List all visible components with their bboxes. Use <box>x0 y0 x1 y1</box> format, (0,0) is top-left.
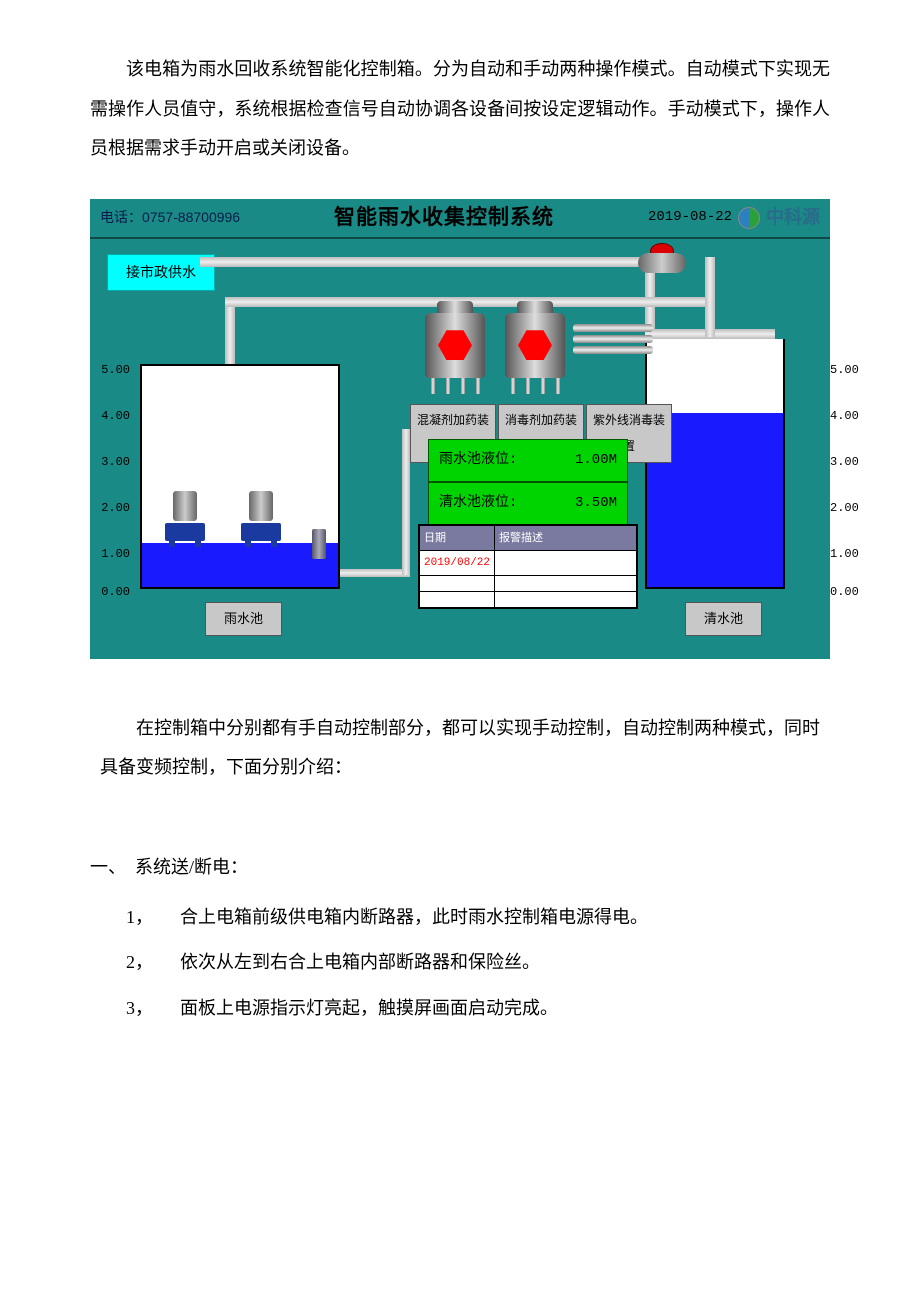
mid-paragraph: 在控制箱中分别都有手自动控制部分，都可以实现手动控制，自动控制两种模式，同时具备… <box>90 709 830 788</box>
pump-icon <box>162 491 208 541</box>
rain-level-readout: 雨水池液位: 1.00M <box>428 439 628 482</box>
hmi-title: 智能雨水收集控制系统 <box>334 195 554 241</box>
pump-icon <box>238 491 284 541</box>
pipe <box>340 569 410 577</box>
pipe <box>200 257 655 267</box>
hmi-panel: 电话：0757-88700996 智能雨水收集控制系统 2019-08-22 中… <box>90 199 830 659</box>
intro-paragraph: 该电箱为雨水回收系统智能化控制箱。分为自动和手动两种操作模式。自动模式下实现无需… <box>90 50 830 169</box>
hmi-date-logo: 2019-08-22 中科源 <box>648 198 820 238</box>
clean-tank <box>645 339 785 589</box>
hmi-date: 2019-08-22 <box>648 202 732 233</box>
logo-text: 中科源 <box>766 198 820 238</box>
rain-tank <box>140 364 340 589</box>
coagulant-device-icon <box>420 301 490 394</box>
sensor-icon <box>312 529 326 559</box>
table-row: 2019/08/22 <box>420 550 637 575</box>
uv-device-icon <box>573 324 653 357</box>
list-item: 2，依次从左到右合上电箱内部断路器和保险丝。 <box>126 943 830 983</box>
disinfectant-device-icon <box>500 301 570 394</box>
rain-tank-water <box>142 543 338 587</box>
list-item: 3，面板上电源指示灯亮起，触摸屏画面启动完成。 <box>126 989 830 1029</box>
section-1-heading: 一、 系统送/断电： <box>90 848 830 888</box>
steps-list: 1，合上电箱前级供电箱内断路器，此时雨水控制箱电源得电。 2，依次从左到右合上电… <box>126 898 830 1029</box>
clean-level-readout: 清水池液位: 3.50M <box>428 482 628 525</box>
alarm-th-date: 日期 <box>420 525 495 550</box>
table-row <box>420 592 637 608</box>
pipe <box>705 257 715 337</box>
city-water-label: 接市政供水 <box>107 254 215 291</box>
clean-tank-label: 清水池 <box>685 602 762 637</box>
logo-icon <box>738 207 760 229</box>
table-row <box>420 576 637 592</box>
alarm-th-desc: 报警描述 <box>495 525 637 550</box>
rain-tank-label: 雨水池 <box>205 602 282 637</box>
hmi-header: 电话：0757-88700996 智能雨水收集控制系统 2019-08-22 中… <box>90 199 830 239</box>
valve-icon <box>638 243 686 273</box>
pipe <box>402 429 410 575</box>
list-item: 1，合上电箱前级供电箱内断路器，此时雨水控制箱电源得电。 <box>126 898 830 938</box>
alarm-table: 日期 报警描述 2019/08/22 <box>418 524 638 609</box>
hmi-phone: 电话：0757-88700996 <box>100 202 240 233</box>
